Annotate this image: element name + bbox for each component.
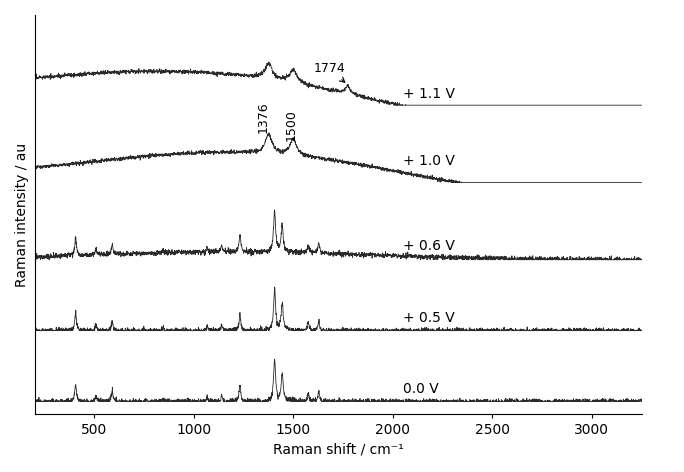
Y-axis label: Raman intensity / au: Raman intensity / au [15,143,29,287]
Text: + 1.0 V: + 1.0 V [403,154,455,168]
Text: 0.0 V: 0.0 V [403,382,438,396]
Text: + 1.1 V: + 1.1 V [403,87,455,101]
Text: + 0.5 V: + 0.5 V [403,312,455,326]
Text: + 0.6 V: + 0.6 V [403,239,455,253]
X-axis label: Raman shift / cm⁻¹: Raman shift / cm⁻¹ [273,443,404,457]
Text: 1774: 1774 [313,62,345,82]
Text: 1500: 1500 [285,109,298,141]
Text: 1376: 1376 [257,101,270,133]
